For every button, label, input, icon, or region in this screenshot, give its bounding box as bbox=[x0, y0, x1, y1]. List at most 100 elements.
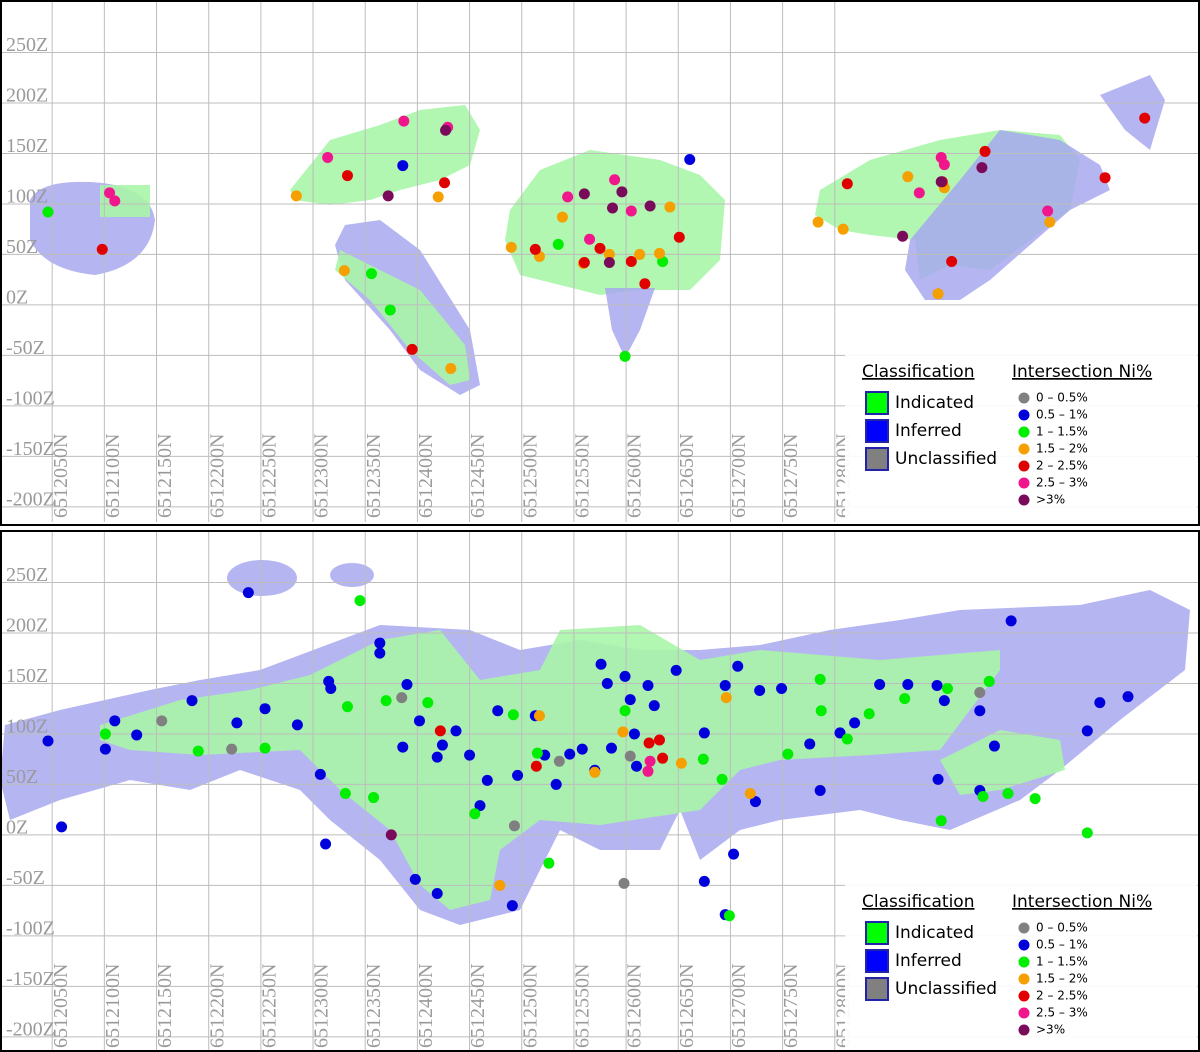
x-tick-label: 6512500N bbox=[519, 964, 541, 1048]
legend-label: Indicated bbox=[895, 923, 974, 943]
panel-border bbox=[0, 530, 1200, 1052]
drill-intersection bbox=[365, 268, 377, 280]
y-tick-label: -200Z bbox=[6, 1018, 55, 1040]
drill-intersection bbox=[837, 223, 849, 235]
drill-intersection bbox=[530, 760, 542, 772]
legend-title: Classification bbox=[862, 892, 974, 912]
legend-label: 1.5 – 2% bbox=[1036, 442, 1088, 456]
drill-intersection bbox=[131, 729, 143, 741]
x-tick-label: 6512450N bbox=[467, 434, 489, 518]
drill-intersection bbox=[776, 683, 788, 695]
drill-intersection bbox=[977, 791, 989, 803]
drill-intersection bbox=[341, 170, 353, 182]
legend-marker bbox=[1018, 922, 1030, 934]
long-section-bottom: -200Z -150Z -100Z -50Z 0Z 50Z 100Z 150Z 200Z 250Z… bbox=[0, 530, 1200, 1052]
drill-intersection bbox=[397, 741, 409, 753]
drill-intersection bbox=[192, 745, 204, 757]
drill-intersection bbox=[1005, 615, 1017, 627]
drill-intersection bbox=[259, 742, 271, 754]
drill-intersection bbox=[1002, 788, 1014, 800]
legend-marker bbox=[1018, 973, 1030, 985]
x-tick-label: 6512050N bbox=[50, 964, 72, 1048]
x-tick-label: 6512500N bbox=[519, 434, 541, 518]
drill-intersection bbox=[607, 202, 619, 214]
drill-intersection bbox=[531, 747, 543, 759]
drill-intersection bbox=[605, 742, 617, 754]
classification-swatch bbox=[865, 447, 889, 471]
drill-intersection bbox=[938, 159, 950, 171]
drill-intersection bbox=[616, 186, 628, 198]
drill-intersection bbox=[42, 735, 54, 747]
legend-label: >3% bbox=[1036, 1023, 1065, 1037]
x-tick-label: 6512200N bbox=[206, 964, 228, 1048]
drill-intersection bbox=[603, 257, 615, 269]
drill-intersection bbox=[290, 190, 302, 202]
drill-intersection bbox=[422, 697, 434, 709]
x-tick-label: 6512350N bbox=[363, 434, 385, 518]
y-tick-label: 250Z bbox=[6, 34, 48, 56]
drill-intersection bbox=[628, 728, 640, 740]
x-tick-label: 6512350N bbox=[363, 964, 385, 1048]
legend-marker bbox=[1018, 392, 1030, 404]
drill-intersection bbox=[932, 288, 944, 300]
drill-intersection bbox=[841, 733, 853, 745]
drill-intersection bbox=[815, 705, 827, 717]
drill-intersection bbox=[1081, 725, 1093, 737]
legend-title: Classification bbox=[862, 362, 974, 382]
x-tick-label: 6512050N bbox=[50, 434, 72, 518]
x-tick-label: 6512300N bbox=[311, 964, 333, 1048]
long-section-top: -200Z -150Z -100Z -50Z 0Z 50Z 100Z 150Z 200Z 250Z… bbox=[0, 0, 1200, 526]
drill-intersection bbox=[625, 205, 637, 217]
legend-label: 2.5 – 3% bbox=[1036, 476, 1088, 490]
drill-intersection bbox=[723, 910, 735, 922]
x-tick-label: 6512250N bbox=[258, 434, 280, 518]
drill-intersection bbox=[902, 678, 914, 690]
drill-intersection bbox=[385, 829, 397, 841]
drill-intersection bbox=[1139, 112, 1151, 124]
y-tick-label: -100Z bbox=[6, 387, 55, 409]
drill-intersection bbox=[716, 773, 728, 785]
drill-intersection bbox=[508, 820, 520, 832]
drill-intersection bbox=[186, 695, 198, 707]
drill-intersection bbox=[439, 177, 451, 189]
drill-intersection bbox=[719, 679, 731, 691]
y-tick-label: -150Z bbox=[6, 968, 55, 990]
drill-intersection bbox=[698, 875, 710, 887]
resource-shapes bbox=[0, 560, 1190, 925]
drill-intersection bbox=[675, 757, 687, 769]
x-tick-label: 6512150N bbox=[154, 964, 176, 1048]
y-tick-label: -50Z bbox=[6, 337, 45, 359]
drill-intersection bbox=[396, 692, 408, 704]
drill-intersection bbox=[440, 124, 452, 136]
drill-intersection bbox=[814, 673, 826, 685]
drill-intersection bbox=[474, 800, 486, 812]
drill-intersection bbox=[594, 242, 606, 254]
x-tick-label: 6512100N bbox=[102, 964, 124, 1048]
drill-intersection bbox=[432, 191, 444, 203]
drill-intersection bbox=[1094, 697, 1106, 709]
drill-intersection bbox=[804, 738, 816, 750]
drill-intersection bbox=[720, 692, 732, 704]
y-tick-label: -100Z bbox=[6, 917, 55, 939]
x-tick-label: 6512300N bbox=[311, 434, 333, 518]
drill-intersection bbox=[413, 715, 425, 727]
legend-marker bbox=[1018, 426, 1030, 438]
y-tick-label: 150Z bbox=[6, 665, 48, 687]
drill-intersection bbox=[618, 877, 630, 889]
drill-intersection bbox=[657, 752, 669, 764]
legend-label: 0.5 – 1% bbox=[1036, 408, 1088, 422]
x-tick-label: 6512700N bbox=[728, 434, 750, 518]
x-tick-label: 6512550N bbox=[572, 434, 594, 518]
legend-label: 2.5 – 3% bbox=[1036, 1006, 1088, 1020]
drill-intersection bbox=[431, 887, 443, 899]
drill-intersection bbox=[1044, 216, 1056, 228]
legend-label: 2 – 2.5% bbox=[1036, 459, 1088, 473]
x-tick-label: 6512650N bbox=[676, 434, 698, 518]
legend-label: Unclassified bbox=[895, 449, 997, 469]
legend-marker bbox=[1018, 443, 1030, 455]
x-tick-label: 6512200N bbox=[206, 434, 228, 518]
drill-intersection bbox=[529, 243, 541, 255]
drill-intersection bbox=[902, 171, 914, 183]
drill-intersection bbox=[380, 695, 392, 707]
